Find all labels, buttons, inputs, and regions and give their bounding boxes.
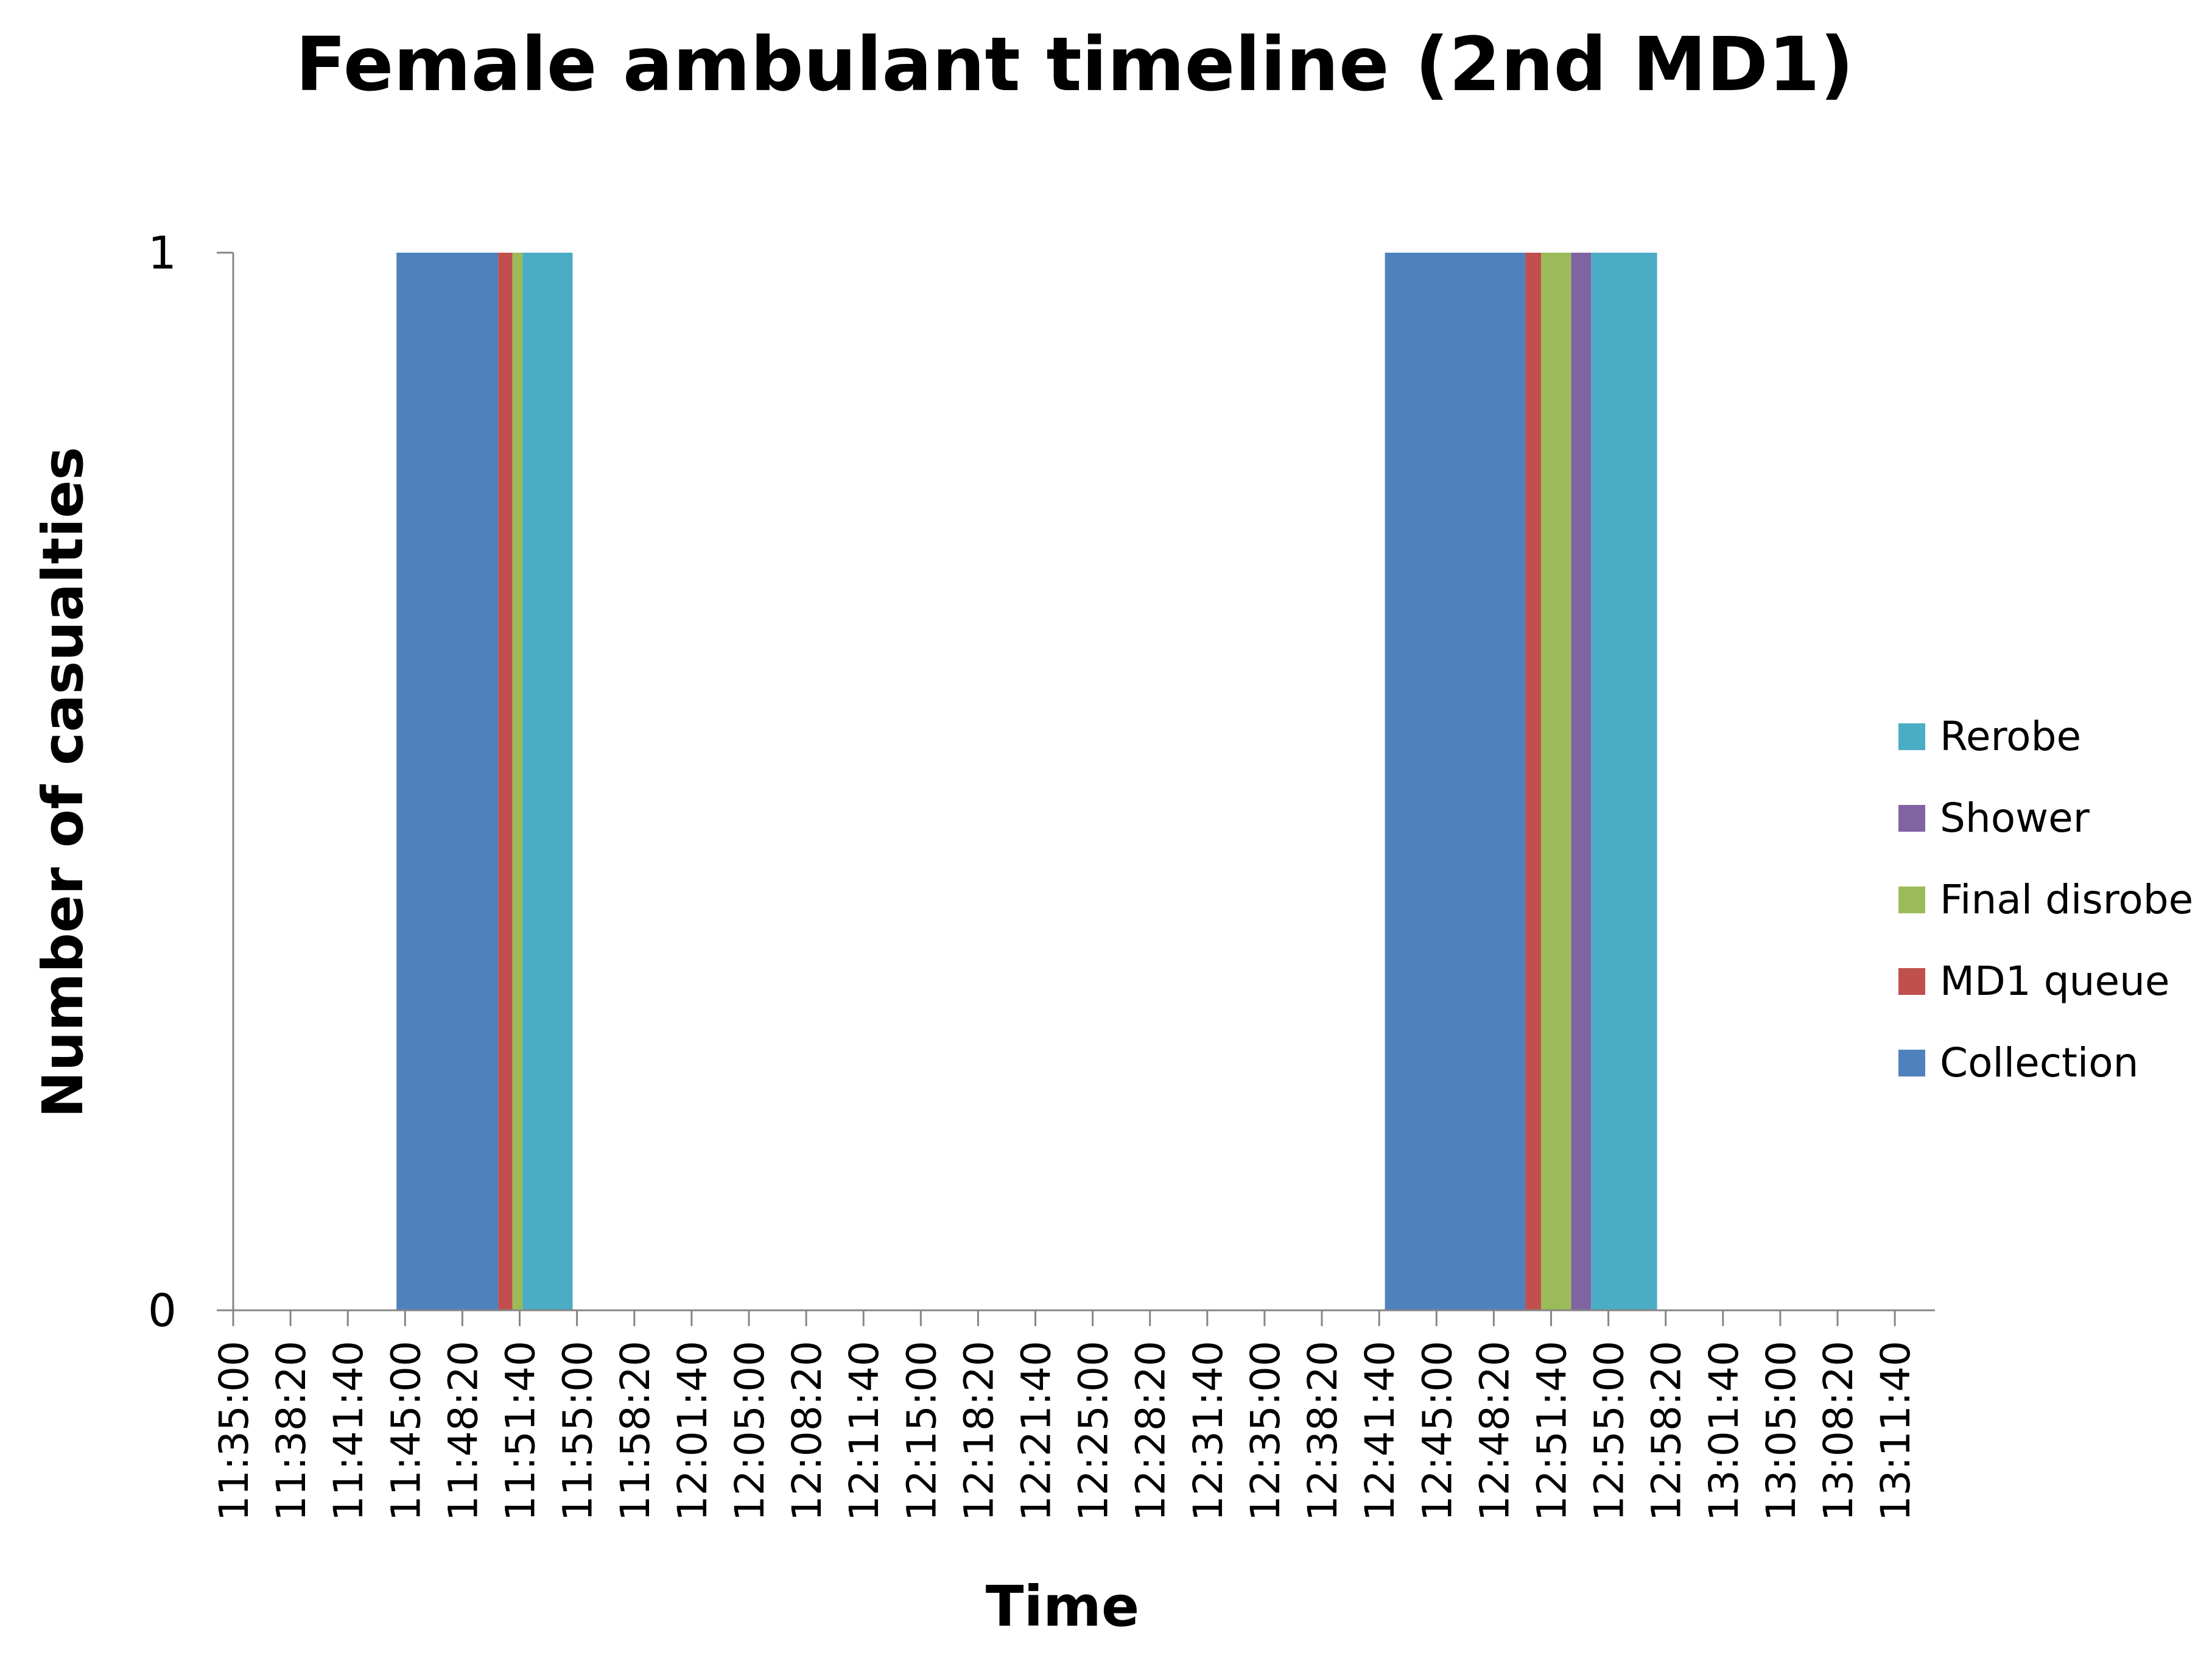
area-md1-queue-2 — [1525, 253, 1541, 1310]
legend-label-md1-queue: MD1 queue — [1940, 958, 2170, 1005]
legend-swatch-collection — [1898, 1050, 1925, 1076]
x-tick-label: 12:31:40 — [1185, 1341, 1232, 1521]
area-collection-2 — [1385, 253, 1526, 1310]
x-tick-label: 12:38:20 — [1299, 1341, 1346, 1521]
x-tick-label: 12:48:20 — [1471, 1341, 1518, 1521]
x-tick-label: 13:11:40 — [1872, 1341, 1919, 1521]
legend-swatch-rerobe — [1898, 723, 1925, 750]
chart-title: Female ambulant timeline (2nd MD1) — [295, 21, 1853, 108]
area-final-disrobe-1 — [512, 253, 523, 1310]
y-tick-label-1: 1 — [148, 227, 177, 279]
x-tick-label: 11:48:20 — [440, 1341, 486, 1521]
x-tick-label: 12:45:00 — [1414, 1341, 1461, 1521]
legend-label-final-disrobe: Final disrobe — [1940, 876, 2193, 923]
legend: Rerobe Shower Final disrobe MD1 queue Collec… — [1898, 713, 2193, 1086]
x-tick-label: 13:08:20 — [1815, 1341, 1862, 1521]
x-tick-label: 11:35:00 — [211, 1341, 258, 1521]
x-tick-label: 12:11:40 — [841, 1341, 888, 1521]
y-axis-title: Number of casualties — [30, 447, 96, 1118]
series-areas — [396, 253, 1657, 1310]
x-tick-label: 12:18:20 — [955, 1341, 1002, 1521]
axes: 1 0 — [148, 227, 1935, 1337]
legend-label-shower: Shower — [1940, 795, 2090, 841]
legend-swatch-final-disrobe — [1898, 887, 1925, 913]
x-tick-label: 12:05:00 — [726, 1341, 773, 1521]
x-tick-label: 12:25:00 — [1070, 1341, 1117, 1521]
area-final-disrobe-2 — [1541, 253, 1571, 1310]
legend-label-rerobe: Rerobe — [1940, 713, 2081, 760]
x-tick-label: 11:38:20 — [268, 1341, 315, 1521]
x-tick-label: 11:41:40 — [325, 1341, 372, 1521]
area-rerobe-2 — [1591, 253, 1657, 1310]
y-tick-label-0: 0 — [148, 1285, 177, 1337]
x-tick-label: 13:01:40 — [1701, 1341, 1747, 1521]
area-shower-1 — [1571, 253, 1592, 1310]
x-tick-label: 12:08:20 — [784, 1341, 830, 1521]
x-tick-label: 12:41:40 — [1357, 1341, 1403, 1521]
x-tick-label: 12:58:20 — [1643, 1341, 1690, 1521]
x-tick-label: 12:21:40 — [1013, 1341, 1060, 1521]
x-ticks: 11:35:00 11:38:20 11:41:40 11:45:00 11:48:20… — [211, 1310, 1919, 1521]
x-tick-label: 12:55:00 — [1586, 1341, 1633, 1521]
x-tick-label: 12:15:00 — [898, 1341, 945, 1521]
x-tick-label: 12:35:00 — [1242, 1341, 1289, 1521]
x-tick-label: 13:05:00 — [1758, 1341, 1805, 1521]
x-tick-label: 11:51:40 — [497, 1341, 544, 1521]
x-tick-label: 12:01:40 — [669, 1341, 716, 1521]
x-tick-label: 11:55:00 — [555, 1341, 602, 1521]
x-tick-label: 12:51:40 — [1529, 1341, 1576, 1521]
x-axis-title: Time — [986, 1574, 1140, 1639]
x-tick-label: 11:58:20 — [612, 1341, 659, 1521]
legend-swatch-shower — [1898, 805, 1925, 832]
area-collection-1 — [396, 253, 499, 1310]
legend-swatch-md1-queue — [1898, 968, 1925, 995]
area-rerobe-1 — [522, 253, 573, 1310]
area-md1-queue-1 — [498, 253, 513, 1310]
x-tick-label: 12:28:20 — [1128, 1341, 1174, 1521]
legend-label-collection: Collection — [1940, 1039, 2138, 1086]
x-tick-label: 11:45:00 — [382, 1341, 429, 1521]
